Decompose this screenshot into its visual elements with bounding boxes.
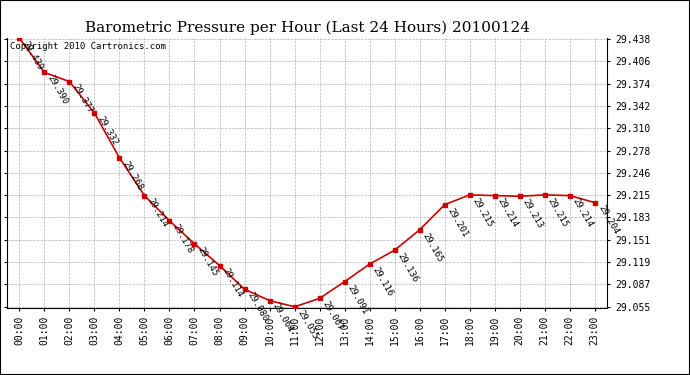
Text: 29.091: 29.091 [346, 283, 370, 315]
Text: 29.055: 29.055 [296, 308, 320, 340]
Text: 29.214: 29.214 [571, 197, 595, 230]
Text: 29.213: 29.213 [521, 198, 545, 230]
Text: 29.377: 29.377 [71, 83, 95, 116]
Text: 29.204: 29.204 [596, 204, 620, 236]
Text: 29.214: 29.214 [146, 197, 170, 230]
Text: Copyright 2010 Cartronics.com: Copyright 2010 Cartronics.com [10, 42, 166, 51]
Text: 29.114: 29.114 [221, 267, 245, 299]
Text: 29.080: 29.080 [246, 291, 270, 323]
Text: 29.165: 29.165 [421, 231, 445, 264]
Title: Barometric Pressure per Hour (Last 24 Hours) 20100124: Barometric Pressure per Hour (Last 24 Ho… [85, 21, 529, 35]
Text: 29.332: 29.332 [96, 114, 120, 147]
Text: 29.268: 29.268 [121, 159, 145, 192]
Text: 29.215: 29.215 [471, 196, 495, 229]
Text: 29.116: 29.116 [371, 266, 395, 298]
Text: 29.067: 29.067 [321, 300, 345, 332]
Text: 29.215: 29.215 [546, 196, 570, 229]
Text: 29.178: 29.178 [171, 222, 195, 255]
Text: 29.136: 29.136 [396, 252, 420, 284]
Text: 29.201: 29.201 [446, 206, 470, 238]
Text: 29.214: 29.214 [496, 197, 520, 230]
Text: 29.439: 29.439 [21, 40, 45, 72]
Text: 29.064: 29.064 [271, 302, 295, 334]
Text: 29.390: 29.390 [46, 74, 70, 106]
Text: 29.145: 29.145 [196, 245, 220, 278]
